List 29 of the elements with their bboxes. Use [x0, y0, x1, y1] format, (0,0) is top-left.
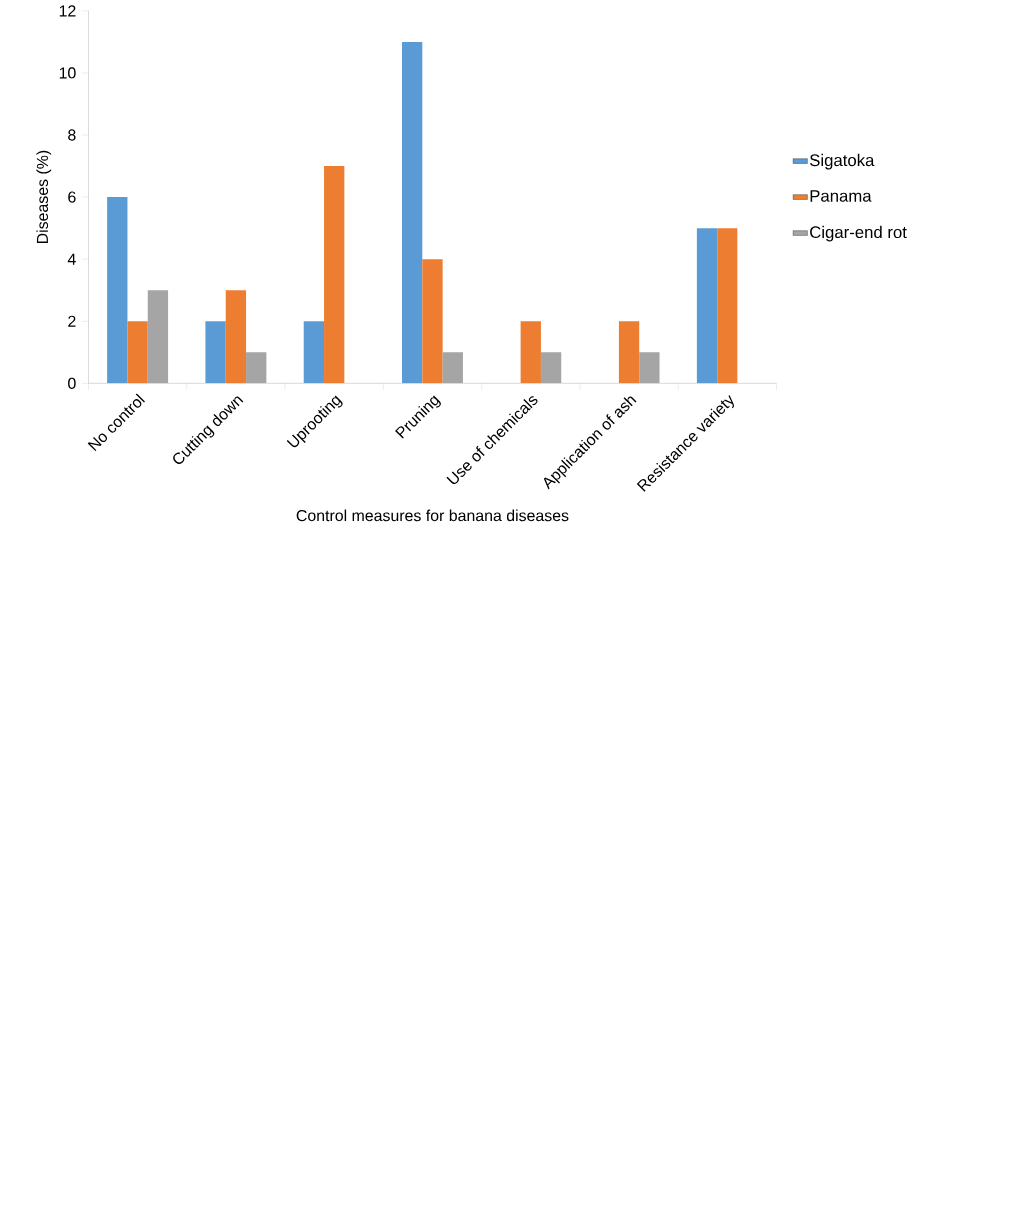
- bar: [717, 228, 738, 384]
- y-tick-label: 10: [59, 67, 76, 79]
- y-tick-label: 12: [59, 5, 76, 17]
- y-tick-label: 2: [68, 315, 76, 327]
- bar: [402, 41, 423, 384]
- y-tick-label: 6: [68, 191, 76, 203]
- bar: [696, 228, 718, 384]
- legend-label: Panama: [810, 190, 872, 202]
- bar: [246, 352, 267, 384]
- bar: [303, 321, 325, 384]
- y-tick-label: 4: [67, 253, 76, 265]
- bar: [127, 321, 148, 384]
- bar: [639, 352, 660, 384]
- x-axis-title: Control measures for banana diseases: [296, 509, 569, 522]
- bar: [540, 352, 562, 384]
- bar: [147, 290, 169, 384]
- legend-label: Sigatoka: [810, 153, 875, 170]
- bar: [107, 197, 128, 384]
- bar: [442, 352, 463, 384]
- legend-label: Cigar-end rot: [810, 225, 907, 242]
- y-tick-label: 0: [68, 377, 76, 389]
- bar: [225, 290, 247, 384]
- bar: [324, 166, 345, 384]
- bar: [422, 259, 443, 384]
- bar: [205, 321, 226, 384]
- bar: [618, 321, 640, 384]
- y-axis-title: Diseases (%): [36, 150, 52, 244]
- bar: [520, 321, 541, 384]
- y-tick-label: 8: [68, 129, 76, 141]
